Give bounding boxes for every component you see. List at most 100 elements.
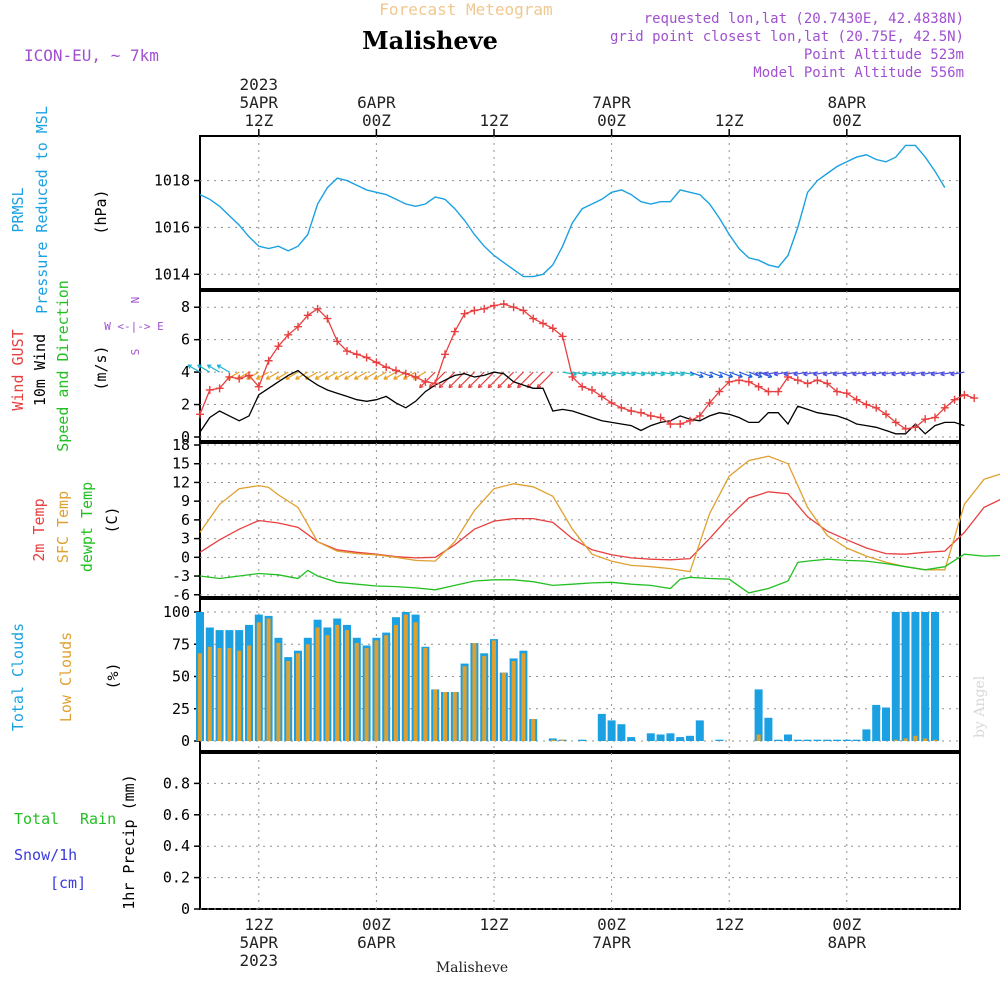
low-cloud-bar xyxy=(394,624,398,741)
wind-arrow xyxy=(650,371,665,376)
wind-arrow xyxy=(950,371,965,376)
total-cloud-bar xyxy=(803,739,812,741)
panel-frame xyxy=(199,135,961,290)
y-tick-label: 6 xyxy=(181,511,190,529)
y-tick-label: 0.2 xyxy=(163,869,190,887)
total-cloud-bar xyxy=(578,739,587,741)
y-tick-label: 2 xyxy=(181,396,190,414)
wind-arrow-head xyxy=(852,371,857,377)
top-time-label: 00Z xyxy=(832,111,861,130)
wind-arrow xyxy=(487,371,505,389)
gust-marker xyxy=(235,374,244,383)
y-tick-label: 8 xyxy=(181,298,190,316)
wind-arrow-head xyxy=(783,371,788,377)
wind-arrow-head xyxy=(764,371,769,377)
gust-marker xyxy=(774,387,783,396)
gust-marker xyxy=(401,369,410,378)
y-tick-label: -3 xyxy=(172,567,190,585)
top-time-label: 12Z xyxy=(715,111,744,130)
gust-marker xyxy=(617,403,626,412)
pressure-unit: (hPa) xyxy=(92,189,110,234)
gust-marker xyxy=(744,377,753,386)
gust-marker xyxy=(793,376,802,385)
total-cloud-bar xyxy=(627,737,636,741)
gust-marker xyxy=(499,299,508,308)
wind-arrow-head xyxy=(940,371,945,377)
wind-arrow-head xyxy=(699,373,704,379)
wind-arrow-head xyxy=(487,383,493,389)
y-tick-label: 0 xyxy=(181,900,190,918)
panel-4: 0 0.2 0.4 0.6 0.8 xyxy=(163,752,961,918)
gust-marker xyxy=(676,420,685,429)
super-title: Forecast Meteogram xyxy=(379,0,552,19)
gust-marker xyxy=(558,332,567,341)
bottom-time-label: 12Z xyxy=(480,915,509,934)
total-cloud-bar xyxy=(921,612,930,741)
low-cloud-bar xyxy=(374,640,379,741)
wind-arrow-head xyxy=(748,373,753,379)
cloud-panel-labels: Total Clouds Low Clouds (%) xyxy=(9,623,122,731)
wind-arrow-head xyxy=(803,371,808,377)
total-cloud-bar xyxy=(872,704,881,741)
wind-arrow xyxy=(363,371,377,380)
pressure-line xyxy=(199,144,946,278)
wind-arrow xyxy=(477,371,495,389)
y-tick-label: 4 xyxy=(181,363,190,381)
wind-arrow xyxy=(324,371,338,380)
low-cloud-bar xyxy=(198,653,202,741)
y-tick-label: 0.4 xyxy=(163,837,190,855)
gust-marker xyxy=(205,385,214,394)
grid-point-coords: grid point closest lon,lat (20.75E, 42.5… xyxy=(610,29,964,45)
gust-marker xyxy=(656,413,665,422)
wind-arrow-head xyxy=(728,373,734,379)
gust-marker xyxy=(911,423,920,432)
compass-we: W <-|-> E xyxy=(104,320,164,333)
top-time-label: 6APR xyxy=(357,93,396,112)
total-cloud-bar xyxy=(823,739,832,741)
total-cloud-bar xyxy=(656,734,665,741)
wind-arrow-head xyxy=(383,375,388,380)
gust-marker xyxy=(735,376,743,385)
top-time-label: 7APR xyxy=(592,93,631,112)
wind-label-2: 10m Wind xyxy=(31,334,49,406)
gust-marker xyxy=(833,387,841,396)
wind-arrow xyxy=(621,371,636,376)
dewpoint-line xyxy=(199,553,1000,594)
total-cloud-bar xyxy=(842,739,851,741)
gust-marker xyxy=(284,330,293,339)
gust-marker xyxy=(254,382,263,391)
gust-marker xyxy=(333,337,342,346)
cloud-unit: (%) xyxy=(104,662,122,689)
low-cloud-bar xyxy=(247,645,251,741)
total-cloud-bar xyxy=(607,720,616,741)
wind-arrow-head xyxy=(871,371,877,377)
cloud-label-2: Low Clouds xyxy=(57,632,75,722)
wind-arrow xyxy=(285,371,299,380)
gust-marker xyxy=(764,387,773,396)
wind-arrow-head xyxy=(822,371,828,377)
low-cloud-bar xyxy=(560,739,565,741)
compass-north: N xyxy=(129,297,142,304)
wind-arrow xyxy=(458,371,475,389)
precip-panel-labels: Total Rain Snow/1h [cm] 1hr Precip (mm) xyxy=(14,774,138,909)
wind-arrow-head xyxy=(206,364,212,369)
gust-marker xyxy=(450,327,459,336)
wind-arrow xyxy=(187,364,201,373)
total-cloud-bar xyxy=(784,734,792,741)
temp-label-3: dewpt Temp xyxy=(78,482,96,572)
gust-marker xyxy=(597,392,606,401)
gust-marker xyxy=(637,408,645,417)
wind-arrow-head xyxy=(507,383,512,389)
cloud-label-1: Total Clouds xyxy=(9,623,27,731)
gust-marker xyxy=(970,394,979,403)
wind-arrow-head xyxy=(344,375,349,380)
wind-arrow xyxy=(383,371,397,380)
total-cloud-bar xyxy=(754,689,763,741)
wind-arrow-head xyxy=(911,371,916,377)
total-cloud-bar xyxy=(931,612,939,741)
wind-arrow-head xyxy=(793,371,798,377)
low-cloud-bar xyxy=(364,648,369,741)
low-cloud-bar xyxy=(217,648,222,741)
panel-1: 0 2 4 6 8 xyxy=(181,290,961,446)
